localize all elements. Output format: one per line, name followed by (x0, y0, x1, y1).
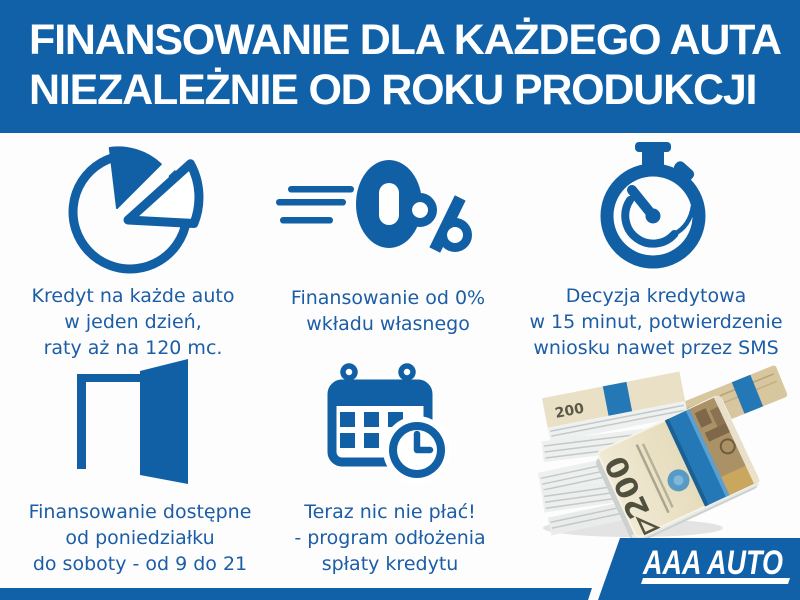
banknote-ornament (689, 395, 760, 496)
logo-underline (641, 578, 790, 584)
aaa-auto-logo: AAA AUTO (642, 544, 783, 582)
zero-percent-icon (276, 160, 472, 253)
caption-line: raty aż na 120 mc. (43, 337, 223, 359)
footer-strip (0, 588, 592, 600)
pie-chart-icon (68, 146, 204, 274)
caption-line: - program odłożenia (294, 527, 486, 549)
banknote-value-label: 200 (554, 401, 586, 422)
logo-banner (598, 538, 800, 600)
caption-zero-percent: Finansowanie od 0% wkładu własnego (262, 285, 514, 337)
caption-availability: Finansowanie dostępne od poniedziałku do… (10, 499, 270, 577)
header-line-2: NIEZALEŻNIE OD ROKU PRODUKCJI (29, 66, 757, 114)
caption-line: wniosku nawet przez SMS (533, 337, 779, 359)
caption-line: Finansowanie dostępne (28, 501, 252, 523)
caption-line: w 15 minut, potwierdzenie (529, 311, 783, 333)
caption-line: w jeden dzień, (64, 311, 202, 333)
caption-credit: Kredyt na każde auto w jeden dzień, raty… (8, 283, 258, 361)
calendar-clock-icon (327, 363, 451, 484)
header-banner: FINANSOWANIE DLA KAŻDEGO AUTA NIEZALEŻNI… (0, 0, 800, 133)
open-door-icon (77, 359, 188, 484)
caption-line: od poniedziałku (65, 527, 215, 549)
caption-line: Finansowanie od 0% (290, 287, 486, 309)
speed-lines-icon (276, 186, 354, 224)
caption-line: Teraz nic nie płać! (304, 501, 476, 523)
stopwatch-icon (600, 142, 706, 269)
caption-deferred-payment: Teraz nic nie płać! - program odłożenia … (260, 499, 520, 577)
front-banknote-bundle: 200 (596, 395, 760, 544)
caption-line: do soboty - od 9 do 21 (32, 553, 248, 575)
caption-line: wkładu własnego (306, 313, 470, 335)
footer-banner: AAA AUTO (0, 538, 800, 600)
header-line-1: FINANSOWANIE DLA KAŻDEGO AUTA (29, 16, 782, 64)
caption-decision: Decyzja kredytowa w 15 minut, potwierdze… (523, 283, 789, 361)
banknote-stacks-photo: 200 (537, 365, 788, 544)
caption-line: Kredyt na każde auto (31, 285, 235, 307)
caption-line: spłaty kredytu (321, 553, 459, 575)
caption-line: Decyzja kredytowa (565, 285, 747, 307)
